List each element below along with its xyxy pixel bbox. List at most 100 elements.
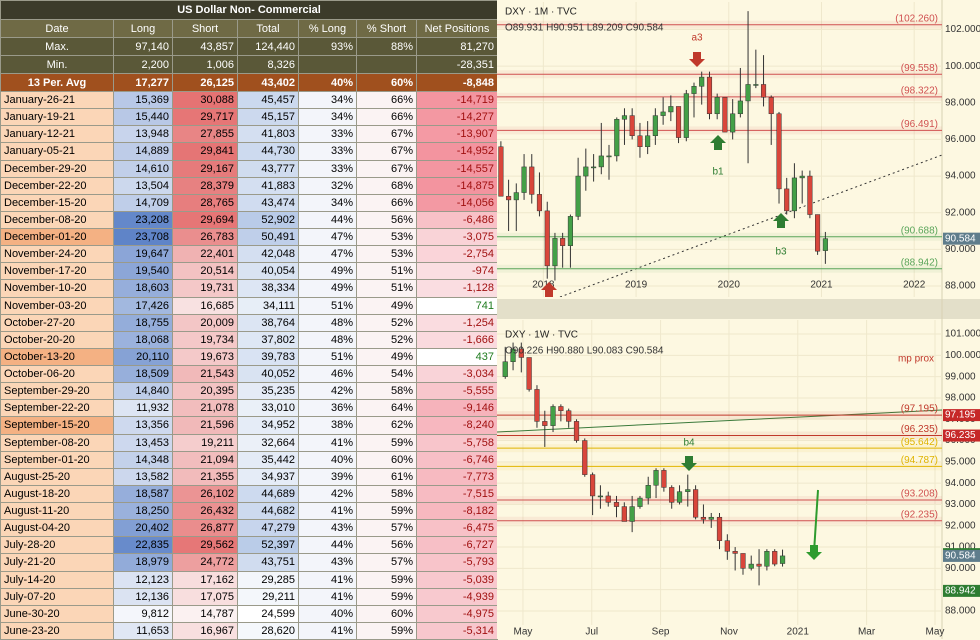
table-cell: 41% — [298, 621, 357, 640]
pane-separator — [497, 299, 980, 319]
price-tag — [943, 549, 980, 562]
column-header: Short — [172, 19, 238, 38]
candle-body — [567, 216, 573, 246]
table-cell: 20,514 — [172, 262, 238, 281]
table-cell: 26,877 — [172, 519, 238, 538]
summary-cell: 17,277 — [113, 73, 173, 92]
summary-cell: 81,270 — [415, 37, 499, 56]
table-cell: 48% — [298, 313, 357, 332]
table-cell: 49% — [356, 296, 417, 315]
table-cell: 13,504 — [113, 176, 173, 195]
table-cell: -7,773 — [415, 467, 499, 486]
level-label: (99.558) — [901, 63, 938, 74]
y-tick-label: 98.000 — [945, 393, 976, 404]
table-cell: January-26-21 — [0, 90, 114, 110]
table-cell: 41% — [298, 587, 357, 606]
data-row: June-30-20 9,812 14,787 24,599 40% 60% -4,975 — [0, 604, 499, 623]
table-cell: 42% — [298, 382, 357, 401]
candle-body — [552, 238, 558, 267]
candle-body — [498, 146, 504, 197]
candle-body — [706, 76, 713, 115]
table-cell: 64% — [356, 399, 417, 418]
annotation: b1 — [712, 167, 724, 178]
table-cell: -3,075 — [415, 227, 499, 247]
table-cell: 45,457 — [237, 90, 299, 110]
table-cell: 18,587 — [113, 484, 173, 504]
table-cell: 45,157 — [237, 108, 299, 127]
summary-cell: 40% — [298, 73, 357, 92]
table-cell: 14,709 — [113, 193, 173, 212]
summary-cell: 8,326 — [237, 55, 299, 74]
table-cell: 66% — [356, 90, 417, 110]
table-title: US Dollar Non- Commercial — [0, 0, 499, 20]
price-tag — [943, 584, 980, 597]
summary-cell: -28,351 — [415, 55, 499, 74]
candle-body — [685, 489, 691, 492]
table-cell: -5,314 — [415, 621, 499, 640]
table-cell: 52,902 — [237, 210, 299, 230]
column-header: Net Positions — [415, 19, 499, 38]
table-cell: 18,068 — [113, 330, 173, 349]
candle-body — [518, 348, 524, 358]
table-cell: 29,167 — [172, 159, 238, 178]
table-cell: -14,056 — [415, 193, 499, 212]
table-cell: 12,123 — [113, 570, 173, 589]
table-cell: 62% — [356, 416, 417, 435]
candle-body — [776, 113, 782, 190]
table-cell: 41% — [298, 433, 357, 452]
y-tick-label: 90.000 — [945, 244, 976, 255]
x-tick-label: 2019 — [625, 280, 648, 291]
table-cell: 56% — [356, 536, 417, 555]
table-cell: 58% — [356, 382, 417, 401]
table-cell: October-13-20 — [0, 347, 114, 367]
table-cell: 44,682 — [237, 501, 299, 521]
candle-body — [526, 357, 532, 390]
table-cell: 35,235 — [237, 382, 299, 401]
level-label: (88.942) — [901, 257, 938, 268]
y-tick-label: 91.000 — [945, 542, 976, 553]
table-cell: 27,855 — [172, 125, 238, 144]
table-cell: 52% — [356, 330, 417, 349]
candle-body — [534, 389, 540, 422]
candle-body — [799, 175, 805, 179]
price-tag-label: 90.584 — [945, 233, 976, 244]
candle-body — [589, 474, 596, 497]
table-cell: 26,102 — [172, 484, 238, 504]
table-cell: January-19-21 — [0, 108, 114, 127]
candle-body — [550, 406, 556, 426]
table-cell: 26,783 — [172, 227, 238, 247]
table-cell: 67% — [356, 159, 417, 178]
candle-body — [653, 470, 659, 486]
data-row: December-08-20 23,208 29,694 52,902 44% 56% -6… — [0, 210, 499, 230]
data-row: August-25-20 13,582 21,355 34,937 39% 61% -7,7… — [0, 467, 499, 486]
y-tick-label: 90.000 — [945, 563, 976, 574]
table-cell: -13,907 — [415, 125, 499, 144]
y-tick-label: 92.000 — [945, 207, 976, 218]
table-cell: 38% — [298, 416, 357, 435]
table-cell: 51% — [298, 296, 357, 315]
x-tick-label: Jul — [585, 627, 598, 638]
candle-body — [708, 516, 714, 520]
table-cell: 13,356 — [113, 416, 173, 435]
table-cell: 34% — [298, 193, 357, 212]
table-cell: 37,802 — [237, 330, 299, 349]
candle-body — [748, 563, 754, 569]
summary-cell: -8,848 — [415, 73, 499, 92]
level-label: (97.195) — [901, 404, 938, 415]
table-cell: June-30-20 — [0, 604, 114, 623]
table-cell: 61% — [356, 467, 417, 486]
table-cell: June-23-20 — [0, 621, 114, 640]
summary-cell: 26,125 — [172, 73, 238, 92]
table-cell: November-03-20 — [0, 296, 114, 315]
table-cell: -14,277 — [415, 108, 499, 127]
candle-body — [566, 410, 572, 422]
candle-body — [760, 84, 767, 98]
table-cell: September-22-20 — [0, 399, 114, 418]
candle-body — [521, 166, 527, 193]
candle-body — [575, 175, 581, 217]
candle-body — [529, 166, 535, 195]
table-cell: November-24-20 — [0, 245, 114, 264]
candle-body — [573, 421, 580, 441]
table-cell: 54% — [356, 364, 417, 384]
candle-body — [756, 563, 762, 567]
